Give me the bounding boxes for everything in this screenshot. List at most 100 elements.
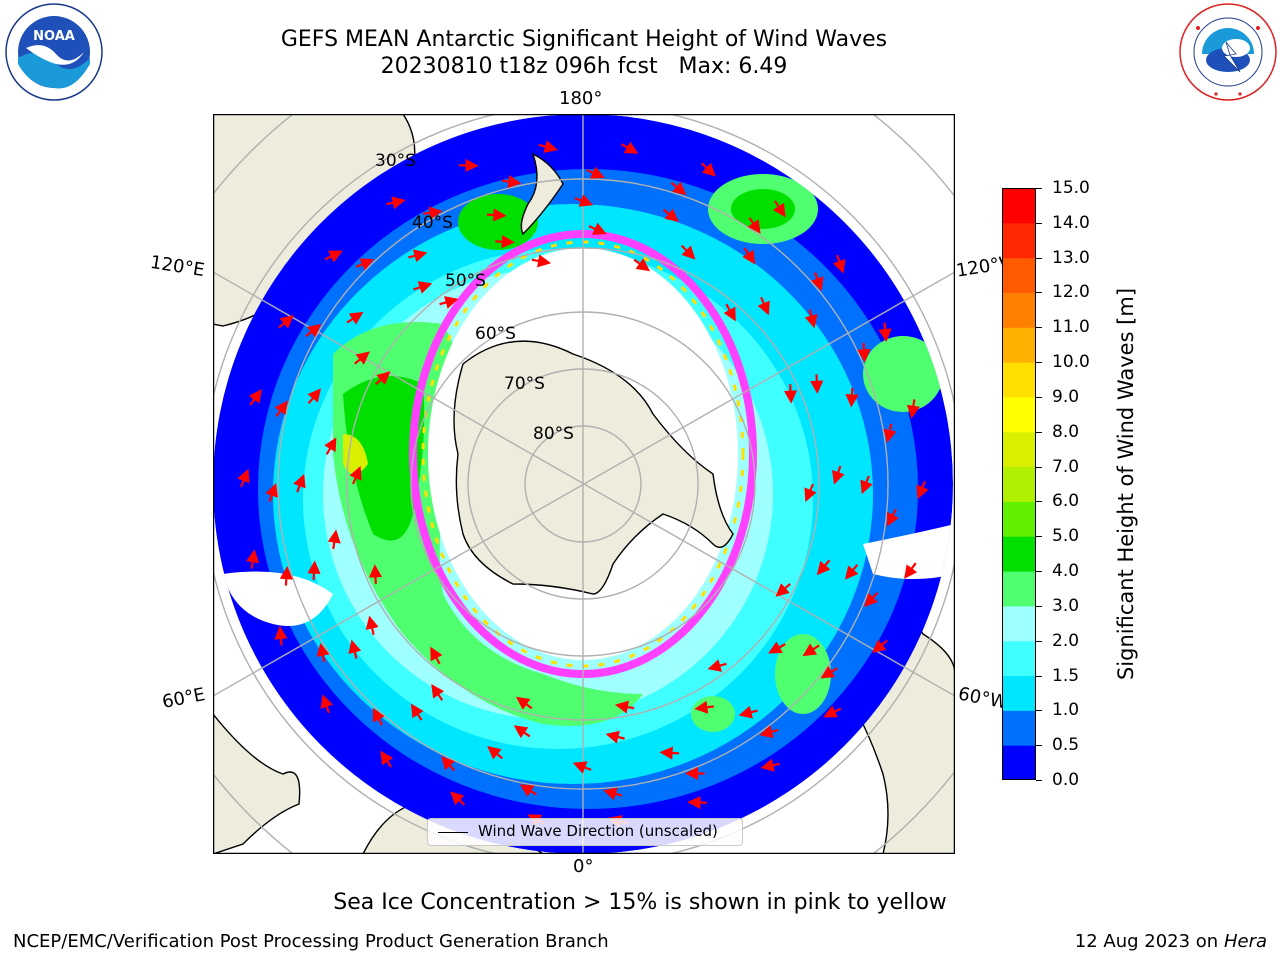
colorbar-tick-mark [1036, 431, 1042, 433]
lat-label-70s: 70°S [504, 374, 545, 394]
colorbar-segment [1002, 675, 1036, 711]
wave-direction-arrow [574, 194, 594, 207]
colorbar-segment [1002, 188, 1036, 224]
wave-direction-arrow [355, 258, 375, 271]
wave-direction-arrow [324, 437, 337, 455]
legend: Wind Wave Direction (unscaled) [427, 818, 743, 846]
credit-date-text: 12 Aug 2023 on [1074, 931, 1219, 952]
wave-direction-arrow [346, 311, 364, 325]
colorbar-tick-label: 12.0 [1052, 282, 1090, 303]
wave-direction-arrow [844, 563, 859, 580]
chart-subtitle: 20230810 t18z 096h fcst Max: 6.49 [380, 54, 788, 79]
credit-date: 12 Aug 2023 on Hera [1075, 931, 1267, 952]
wave-direction-arrow [538, 140, 558, 153]
colorbar-tick-mark [1036, 501, 1042, 503]
wave-direction-arrow [802, 643, 820, 657]
lon-label-60e: 60°E [160, 684, 207, 713]
colorbar-border [1002, 188, 1036, 780]
wind-wave-arrows [237, 140, 929, 828]
wave-direction-arrow [320, 694, 334, 714]
wave-direction-arrow [845, 387, 859, 408]
wave-direction-arrow [886, 508, 899, 527]
wave-direction-arrow [662, 208, 679, 223]
lat-label-50s: 50°S [445, 271, 486, 291]
wave-direction-arrow [742, 247, 756, 265]
chart-title: GEFS MEAN Antarctic Significant Height o… [280, 27, 888, 52]
wave-direction-arrow [439, 296, 459, 309]
colorbar-tick-label: 13.0 [1052, 247, 1090, 268]
wave-direction-arrow [872, 639, 888, 653]
colorbar-tick-label: 1.0 [1052, 700, 1080, 721]
lon-label-180: 180° [559, 88, 603, 109]
wave-direction-arrow [670, 181, 687, 196]
polar-map [213, 114, 955, 854]
colorbar-tick-label: 9.0 [1052, 386, 1080, 407]
wave-direction-arrow [413, 281, 433, 294]
lat-label-40s: 40°S [412, 213, 453, 233]
colorbar-tick-mark [1036, 362, 1042, 364]
noaa-logo: NOAA [5, 3, 103, 101]
wave-direction-arrow [614, 700, 635, 714]
colorbar-segment [1002, 536, 1036, 572]
wave-direction-arrow [410, 703, 424, 721]
wave-direction-arrow [832, 465, 845, 485]
colorbar-tick-label: 4.0 [1052, 561, 1080, 582]
colorbar-tick-label: 10.0 [1052, 352, 1090, 373]
wave-direction-arrow [620, 141, 639, 154]
wave-direction-arrow [486, 208, 507, 222]
wave-direction-arrow [372, 707, 385, 726]
colorbar-tick-mark [1036, 675, 1042, 677]
colorbar-tick-label: 8.0 [1052, 421, 1080, 442]
colorbar-title: Significant Height of Wind Waves [m] [1114, 287, 1138, 681]
colorbar-tick-label: 3.0 [1052, 595, 1080, 616]
wave-direction-arrow [386, 196, 406, 210]
credit-host: Hera [1223, 931, 1267, 952]
lon-label-120e: 120°E [148, 251, 207, 282]
wave-direction-arrow [368, 564, 383, 584]
wave-direction-arrow [327, 529, 341, 550]
colorbar-tick-mark [1036, 780, 1042, 781]
colorbar-segment [1002, 327, 1036, 363]
wave-direction-arrow [723, 303, 736, 322]
wave-direction-arrow [519, 784, 538, 797]
colorbar-segment [1002, 362, 1036, 398]
wave-direction-arrow [588, 222, 607, 235]
sea-ice-footnote: Sea Ice Concentration > 15% is shown in … [333, 890, 947, 915]
colorbar-segment [1002, 710, 1036, 746]
colorbar-tick-label: 7.0 [1052, 456, 1080, 477]
colorbar-tick-mark [1036, 466, 1042, 468]
colorbar-segment [1002, 431, 1036, 468]
wave-direction-arrow [757, 296, 770, 316]
wave-direction-arrow [768, 641, 786, 654]
colorbar-tick-mark [1036, 396, 1042, 398]
colorbar-tick-mark [1036, 710, 1042, 712]
colorbar-tick-mark [1036, 327, 1042, 329]
wave-direction-arrow [450, 791, 466, 806]
colorbar-segment [1002, 292, 1036, 328]
wave-direction-arrow [772, 200, 786, 218]
colorbar-tick-mark [1036, 571, 1042, 573]
colorbar [1002, 188, 1036, 780]
wave-direction-arrow [274, 625, 288, 646]
colorbar-tick-mark [1036, 605, 1042, 607]
wave-direction-arrow [324, 250, 343, 263]
wave-direction-arrow [904, 562, 918, 579]
wave-direction-arrow [305, 323, 322, 338]
legend-label: Wind Wave Direction (unscaled) [478, 822, 718, 840]
wave-direction-arrow [431, 683, 445, 701]
colorbar-tick-label: 0.5 [1052, 735, 1080, 756]
wave-direction-arrow [365, 615, 379, 635]
wave-direction-arrow [274, 400, 288, 418]
wave-direction-arrow [878, 322, 892, 343]
wave-direction-arrow [816, 559, 831, 576]
wave-direction-arrow [586, 166, 605, 179]
wave-direction-arrow [832, 254, 846, 274]
wave-direction-arrow [680, 244, 696, 260]
colorbar-tick-label: 6.0 [1052, 491, 1080, 512]
wave-direction-arrow [278, 315, 294, 329]
colorbar-tick-mark [1036, 640, 1042, 642]
wave-direction-arrow [760, 758, 780, 772]
lat-label-60s: 60°S [475, 324, 516, 344]
wave-direction-arrow [804, 309, 818, 329]
colorbar-segment [1002, 396, 1036, 433]
